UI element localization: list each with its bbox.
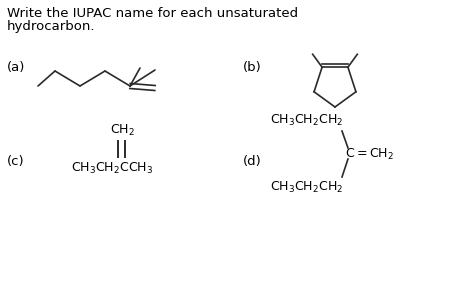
Text: $\mathrm{CH_2}$: $\mathrm{CH_2}$ [110,123,134,138]
Text: (d): (d) [243,155,262,167]
Text: hydrocarbon.: hydrocarbon. [7,20,96,33]
Text: (b): (b) [243,62,262,74]
Text: $\mathrm{CH_3CH_2CH_2}$: $\mathrm{CH_3CH_2CH_2}$ [270,113,343,128]
Text: $\mathrm{C{=}CH_2}$: $\mathrm{C{=}CH_2}$ [345,146,394,162]
Text: $\mathrm{CH_3CH_2\overset{}{C}CH_3}$: $\mathrm{CH_3CH_2\overset{}{C}CH_3}$ [71,159,153,176]
Text: (a): (a) [7,62,25,74]
Text: Write the IUPAC name for each unsaturated: Write the IUPAC name for each unsaturate… [7,7,298,20]
Text: $\mathrm{CH_3CH_2CH_2}$: $\mathrm{CH_3CH_2CH_2}$ [270,180,343,195]
Text: (c): (c) [7,155,25,167]
